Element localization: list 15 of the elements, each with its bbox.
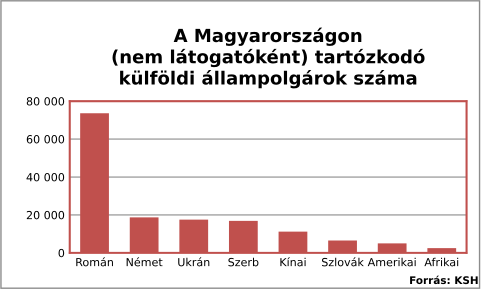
x-tick-label: Kínai <box>280 257 306 266</box>
x-tick-label: Szerb <box>228 258 258 266</box>
x-tick-label: Szlovák <box>322 257 364 266</box>
x-tick-label: Afrikai <box>424 258 458 266</box>
chart-title: A Magyarországon (nem látogatóként) tartózkodó külföldi állampolgárok száma <box>112 28 425 88</box>
y-tick-label: 0 <box>58 248 64 258</box>
x-tick-label: Amerikai <box>368 258 416 266</box>
x-tick-label: Ukrán <box>178 257 210 266</box>
x-tick-label: Német <box>126 257 162 266</box>
x-tick-label: Román <box>76 257 113 266</box>
text: Forrás: KSH <box>410 276 478 284</box>
y-tick-label: 80 000 <box>26 97 64 106</box>
y-tick-label: 40 000 <box>26 172 64 182</box>
y-tick-label: 20 000 <box>26 210 64 220</box>
y-tick-label: 60 000 <box>26 135 64 144</box>
